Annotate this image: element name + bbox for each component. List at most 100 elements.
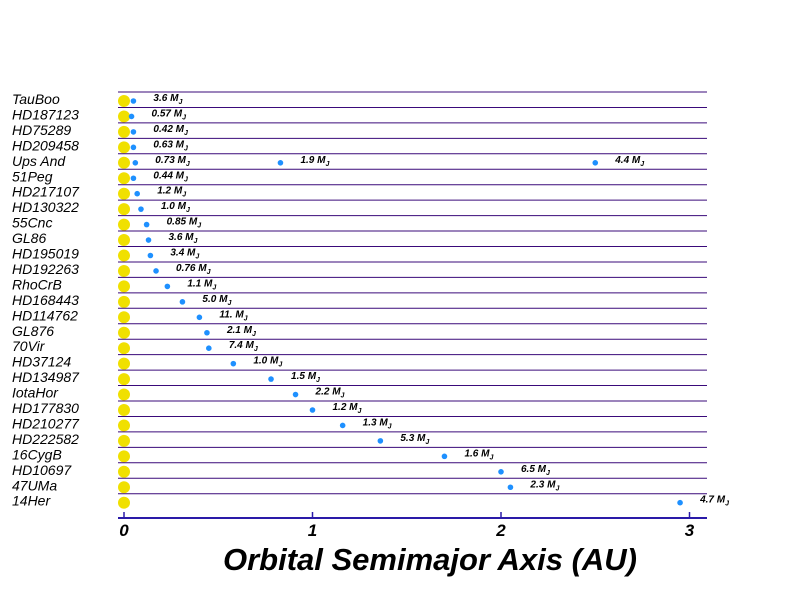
planet-mass-label: 3.6 MJ	[153, 93, 183, 106]
system-row: GL86 3.6 MJ	[12, 230, 707, 247]
star-name-label: HD134987	[12, 369, 80, 385]
planet-marker	[138, 206, 144, 212]
mass-unit-subscript: J	[489, 454, 494, 461]
system-row: 70Vir 7.4 MJ	[12, 338, 707, 355]
planet-mass-label: 1.2 MJ	[333, 402, 363, 415]
system-row: IotaHor 2.2 MJ	[12, 385, 707, 401]
star-name-label: HD75289	[12, 122, 71, 138]
planet-mass-value: 4.7	[699, 495, 714, 506]
planet-mass-label: 7.4 MJ	[229, 340, 259, 353]
planet-mass-value: 1.2	[333, 402, 347, 413]
planet-marker	[130, 98, 137, 104]
mass-unit-subscript: J	[725, 501, 730, 508]
planet-mass-value: 2.2	[315, 387, 330, 398]
planet-marker	[130, 175, 137, 182]
mass-unit-subscript: J	[178, 99, 183, 106]
planet-marker	[128, 113, 135, 120]
mass-unit: M	[329, 387, 341, 398]
planet-mass-value: 3.6	[169, 232, 183, 243]
star-name-label: HD177830	[12, 400, 79, 416]
host-star-marker	[118, 110, 130, 123]
planet-mass-label: 0.85 MJ	[167, 217, 203, 230]
planet-mass-value: 1.3	[363, 417, 377, 428]
planet-marker	[147, 252, 154, 259]
host-star-marker	[118, 264, 130, 277]
planet-mass-label: 0.76 MJ	[176, 263, 212, 276]
system-row: HD195019 3.4 MJ	[12, 246, 707, 262]
planet-mass-label: 1.6 MJ	[464, 448, 494, 461]
star-name-label: HD209458	[12, 137, 79, 153]
system-row: HD187123 0.57 MJ	[12, 106, 707, 123]
star-name-label: HD222582	[12, 431, 79, 447]
mass-unit: M	[241, 325, 253, 336]
system-row: 16CygB 1.6 MJ	[12, 446, 707, 463]
star-name-label: 70Vir	[12, 338, 46, 354]
planet-marker	[196, 314, 203, 321]
planet-mass-label: 2.1 MJ	[226, 325, 257, 338]
mass-unit: M	[175, 201, 187, 212]
host-star-marker	[118, 249, 130, 262]
planet-mass-value: 1.2	[157, 186, 171, 197]
planet-marker	[134, 190, 140, 197]
planet-mass-value: 1.0	[161, 201, 175, 212]
planet-mass-label: 1.0 MJ	[161, 201, 191, 214]
system-row: HD192263 0.76 MJ	[12, 261, 707, 277]
planet-mass-value: 0.76	[176, 263, 196, 274]
star-name-label: HD192263	[12, 261, 79, 277]
mass-unit-subscript: J	[186, 207, 191, 214]
host-star-marker	[118, 388, 130, 401]
mass-unit: M	[478, 448, 490, 459]
mass-unit: M	[233, 309, 245, 320]
planet-mass-label: 4.4 MJ	[614, 155, 645, 168]
planet-marker	[164, 283, 171, 290]
planet-marker	[292, 391, 299, 398]
mass-unit: M	[714, 495, 726, 506]
planet-marker	[130, 144, 137, 151]
star-name-label: 47UMa	[12, 477, 57, 493]
mass-unit-subscript: J	[184, 130, 189, 137]
planet-mass-value: 1.0	[253, 356, 267, 367]
star-name-label: HD10697	[12, 462, 72, 478]
planet-mass-value: 7.4	[229, 340, 243, 351]
mass-unit: M	[201, 278, 213, 289]
planet-marker	[230, 360, 237, 367]
host-star-marker	[118, 295, 130, 308]
star-name-label: 55Cnc	[12, 215, 52, 231]
star-name-label: TauBoo	[12, 91, 60, 107]
star-name-label: HD210277	[12, 415, 80, 431]
mass-unit-subscript: J	[207, 269, 212, 276]
mass-unit-subscript: J	[182, 114, 187, 121]
planet-mass-value: 2.3	[529, 479, 544, 490]
planet-mass-label: 4.7 MJ	[699, 495, 730, 508]
planet-marker	[268, 376, 274, 382]
mass-unit-subscript: J	[341, 393, 346, 400]
planet-mass-value: 3.6	[153, 93, 167, 104]
x-tick-label: 2	[495, 521, 506, 540]
mass-unit-subscript: J	[358, 408, 363, 415]
planet-marker	[498, 469, 504, 475]
host-star-marker	[118, 373, 130, 386]
host-star-marker	[118, 357, 130, 370]
mass-unit-subscript: J	[184, 145, 189, 152]
mass-unit: M	[186, 217, 198, 228]
planet-mass-label: 3.6 MJ	[169, 232, 199, 245]
planet-mass-value: 0.63	[153, 139, 173, 150]
mass-unit: M	[267, 356, 279, 367]
planet-marker	[277, 160, 284, 166]
system-row: HD209458 0.63 MJ	[12, 137, 707, 154]
mass-unit-subscript: J	[195, 254, 200, 261]
planet-mass-label: 0.57 MJ	[152, 108, 188, 121]
planet-marker	[153, 268, 159, 274]
star-name-label: HD168443	[12, 292, 79, 308]
host-star-marker	[118, 95, 130, 107]
mass-unit: M	[629, 155, 641, 166]
planet-marker	[339, 422, 346, 429]
star-name-label: HD195019	[12, 246, 79, 262]
planet-marker	[309, 407, 316, 413]
planet-marker	[206, 345, 212, 352]
x-tick-label: 1	[308, 521, 317, 540]
mass-unit-subscript: J	[425, 439, 430, 446]
star-name-label: HD187123	[12, 106, 79, 122]
mass-unit-subscript: J	[184, 176, 189, 183]
planet-mass-value: 1.6	[464, 448, 478, 459]
